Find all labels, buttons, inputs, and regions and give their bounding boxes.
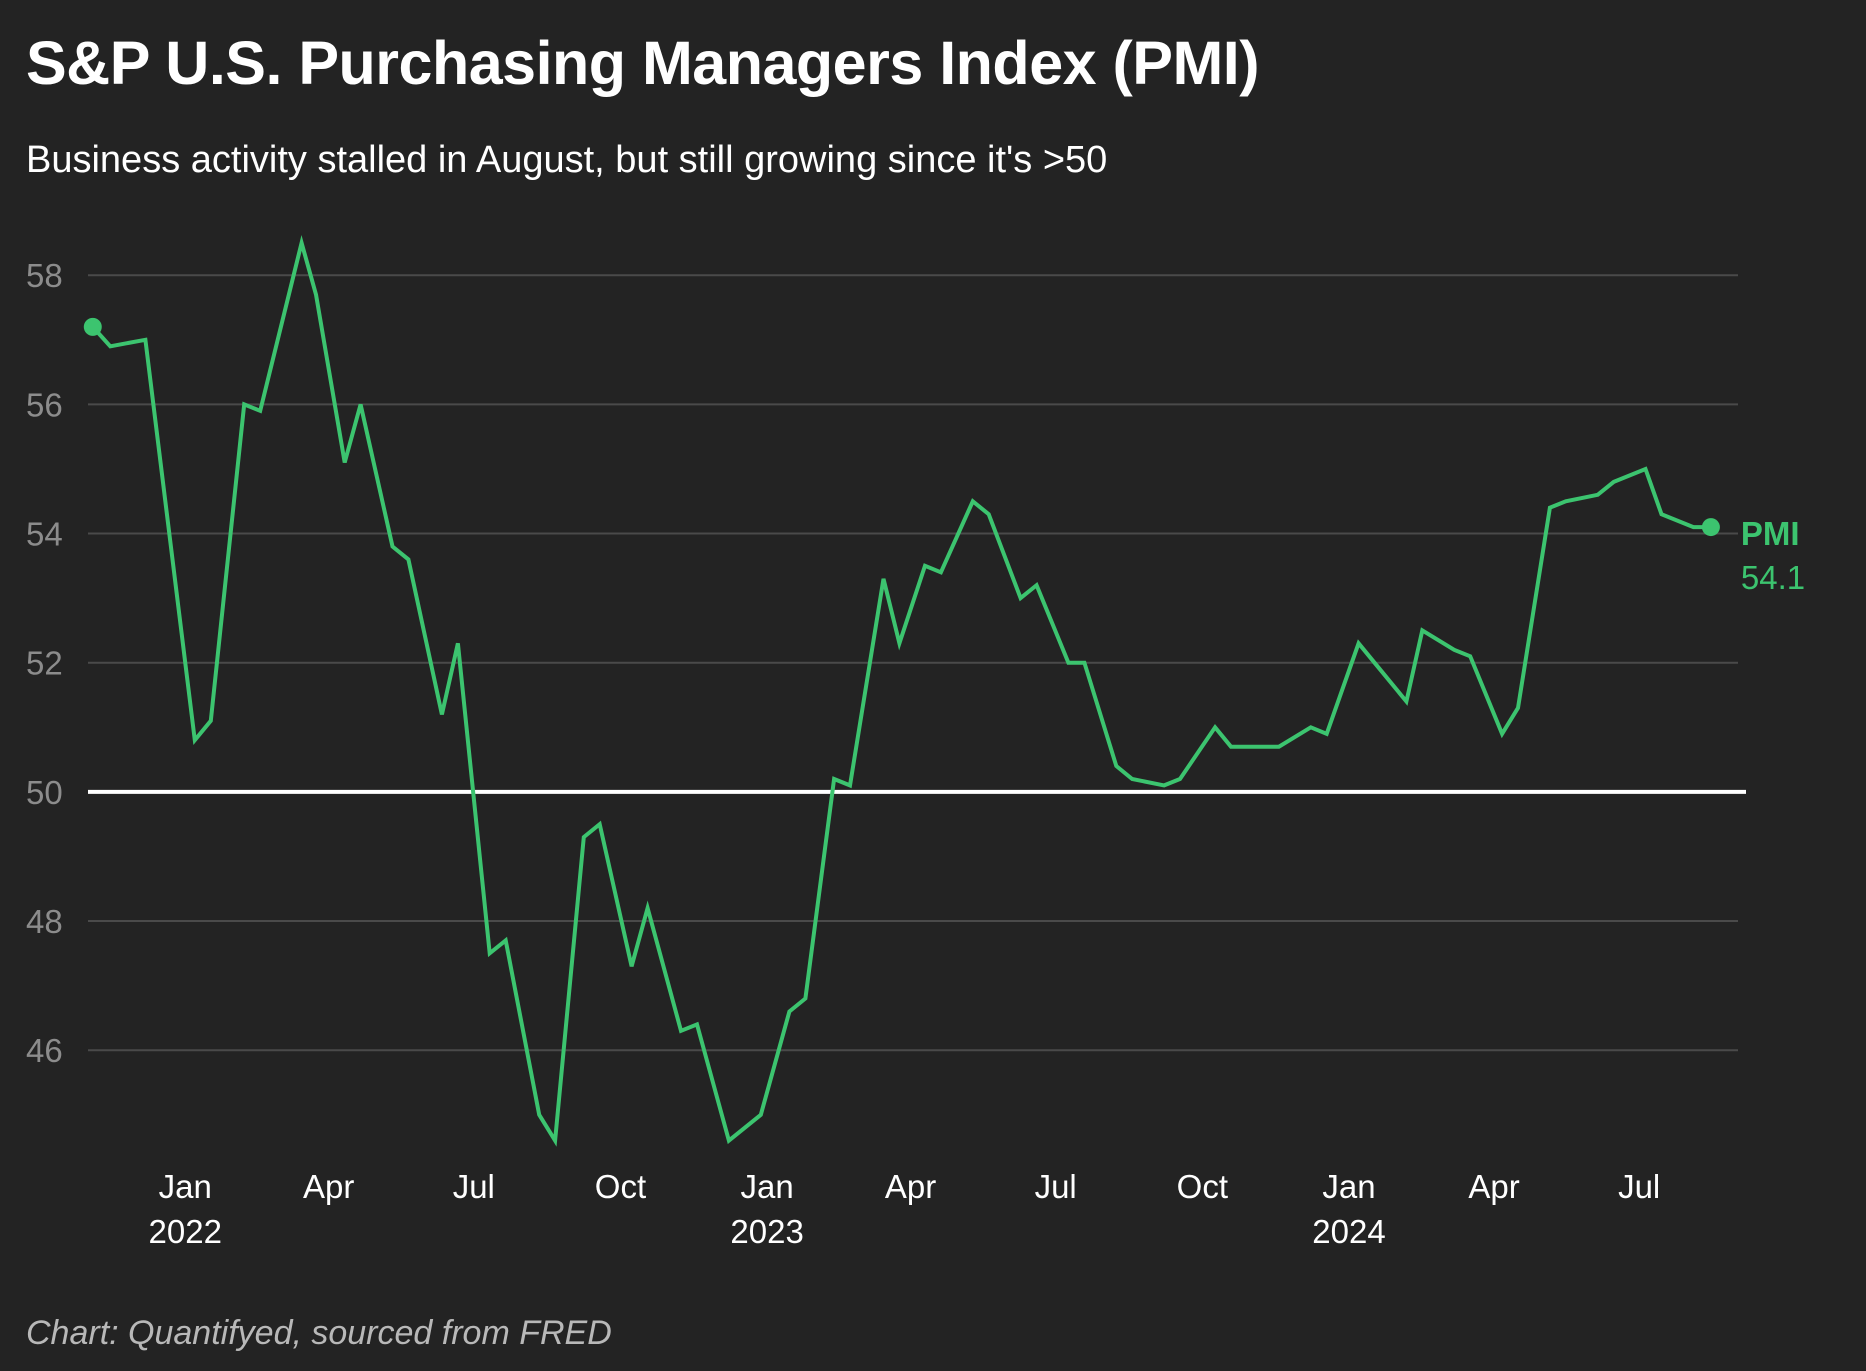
y-tick-label: 58 <box>26 257 63 294</box>
series-end-value-label: 54.1 <box>1741 559 1805 596</box>
x-tick-label: Apr <box>303 1168 354 1205</box>
x-tick-label: Apr <box>885 1168 936 1205</box>
y-tick-label: 48 <box>26 903 63 940</box>
series-name-label: PMI <box>1741 515 1800 552</box>
x-tick-label: Jul <box>1035 1168 1077 1205</box>
x-tick-year-label: 2023 <box>730 1213 803 1250</box>
x-tick-label: Apr <box>1468 1168 1519 1205</box>
x-tick-label: Jan <box>741 1168 794 1205</box>
end-point-marker <box>1701 518 1720 537</box>
y-tick-label: 56 <box>26 386 63 423</box>
x-axis-ticks: Jan 2022 Apr Jul Oct Jan 2023 Apr Jul Oct Jan 2024 A… <box>149 1168 1661 1250</box>
x-tick-label: Jan <box>1322 1168 1375 1205</box>
x-tick-year-label: 2024 <box>1312 1213 1385 1250</box>
chart-title: S&P U.S. Purchasing Managers Index (PMI) <box>26 29 1260 97</box>
x-tick-label: Jul <box>453 1168 495 1205</box>
y-tick-label: 50 <box>26 774 63 811</box>
chart-source-caption: Chart: Quantifyed, sourced from FRED <box>26 1314 612 1352</box>
y-axis-ticks: 46 48 50 52 54 56 58 <box>26 257 63 1069</box>
gridlines <box>88 274 1738 1052</box>
series-group <box>83 235 1720 1147</box>
x-tick-year-label: 2022 <box>149 1213 222 1250</box>
x-tick-label: Oct <box>1177 1168 1228 1205</box>
start-point-marker <box>83 317 102 336</box>
y-tick-label: 54 <box>26 516 63 553</box>
series-line-pmi <box>91 235 1711 1147</box>
end-labels: PMI 54.1 <box>1741 515 1805 596</box>
x-tick-label: Jul <box>1618 1168 1660 1205</box>
y-tick-label: 52 <box>26 645 63 682</box>
x-tick-label: Oct <box>595 1168 646 1205</box>
x-tick-label: Jan <box>159 1168 212 1205</box>
chart-subtitle: Business activity stalled in August, but… <box>26 139 1108 181</box>
y-tick-label: 46 <box>26 1032 63 1069</box>
